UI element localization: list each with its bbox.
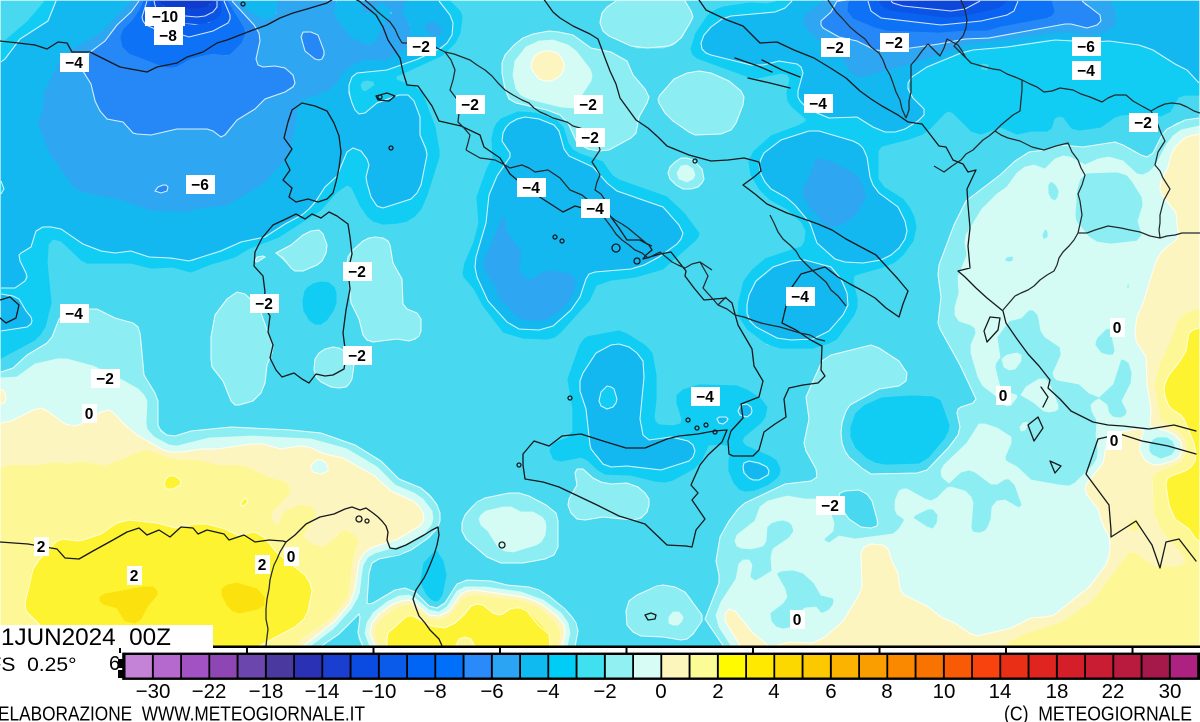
svg-text:−2: −2 — [826, 40, 844, 57]
svg-text:30: 30 — [1159, 680, 1182, 703]
svg-text:−2: −2 — [821, 498, 839, 515]
svg-text:−4: −4 — [696, 389, 714, 406]
svg-text:−22: −22 — [192, 680, 227, 703]
svg-text:−2: −2 — [581, 130, 599, 147]
svg-text:0: 0 — [655, 680, 666, 703]
svg-text:−10: −10 — [362, 680, 397, 703]
svg-text:−2: −2 — [593, 680, 616, 703]
svg-text:−4: −4 — [586, 201, 604, 218]
svg-text:−2: −2 — [96, 371, 114, 388]
svg-text:−4: −4 — [809, 96, 827, 113]
svg-text:−6: −6 — [191, 177, 209, 194]
svg-text:−4: −4 — [1077, 63, 1095, 80]
svg-text:−8: −8 — [159, 28, 177, 45]
svg-text:ELABORAZIONE WWW.METEOGIORNAL: ELABORAZIONE WWW.METEOGIORNALE.IT — [0, 703, 365, 722]
svg-text:−2: −2 — [885, 35, 903, 52]
svg-text:0: 0 — [85, 406, 94, 423]
svg-text:−18: −18 — [249, 680, 284, 703]
svg-text:−2: −2 — [579, 97, 597, 114]
svg-text:6: 6 — [825, 680, 836, 703]
svg-text:0: 0 — [287, 549, 296, 566]
svg-text:−30: −30 — [136, 680, 171, 703]
svg-text:10: 10 — [933, 680, 956, 703]
svg-text:−2: −2 — [255, 296, 273, 313]
svg-text:2: 2 — [37, 539, 46, 556]
svg-text:0: 0 — [1113, 320, 1122, 337]
svg-text:−4: −4 — [65, 55, 83, 72]
svg-text:−8: −8 — [423, 680, 446, 703]
svg-text:−6: −6 — [1077, 39, 1095, 56]
svg-text:−2: −2 — [461, 97, 479, 114]
svg-text:2: 2 — [258, 557, 267, 574]
svg-text:−2: −2 — [348, 348, 366, 365]
svg-text:−4: −4 — [536, 680, 559, 703]
svg-text:1JUN2024 00Z: 1JUN2024 00Z — [1, 624, 171, 651]
svg-text:−14: −14 — [305, 680, 340, 703]
svg-text:−2: −2 — [412, 39, 430, 56]
svg-text:FS 0.25°: FS 0.25° — [0, 654, 77, 676]
svg-text:−4: −4 — [522, 180, 540, 197]
svg-text:−4: −4 — [791, 289, 809, 306]
svg-text:22: 22 — [1102, 680, 1125, 703]
svg-text:14: 14 — [989, 680, 1012, 703]
svg-text:8: 8 — [881, 680, 892, 703]
svg-text:−4: −4 — [65, 306, 83, 323]
svg-text:6: 6 — [109, 653, 120, 675]
svg-text:0: 0 — [793, 612, 802, 629]
svg-text:18: 18 — [1046, 680, 1069, 703]
svg-text:0: 0 — [1110, 433, 1119, 450]
svg-text:−2: −2 — [1134, 115, 1152, 132]
svg-text:0: 0 — [999, 388, 1008, 405]
svg-text:2: 2 — [712, 680, 723, 703]
svg-text:(C) METEOGIORNALE: (C) METEOGIORNALE — [1004, 703, 1192, 722]
svg-text:−6: −6 — [480, 680, 503, 703]
svg-text:2: 2 — [130, 568, 139, 585]
svg-text:4: 4 — [768, 680, 779, 703]
svg-text:−10: −10 — [152, 9, 178, 26]
svg-text:−2: −2 — [348, 264, 366, 281]
